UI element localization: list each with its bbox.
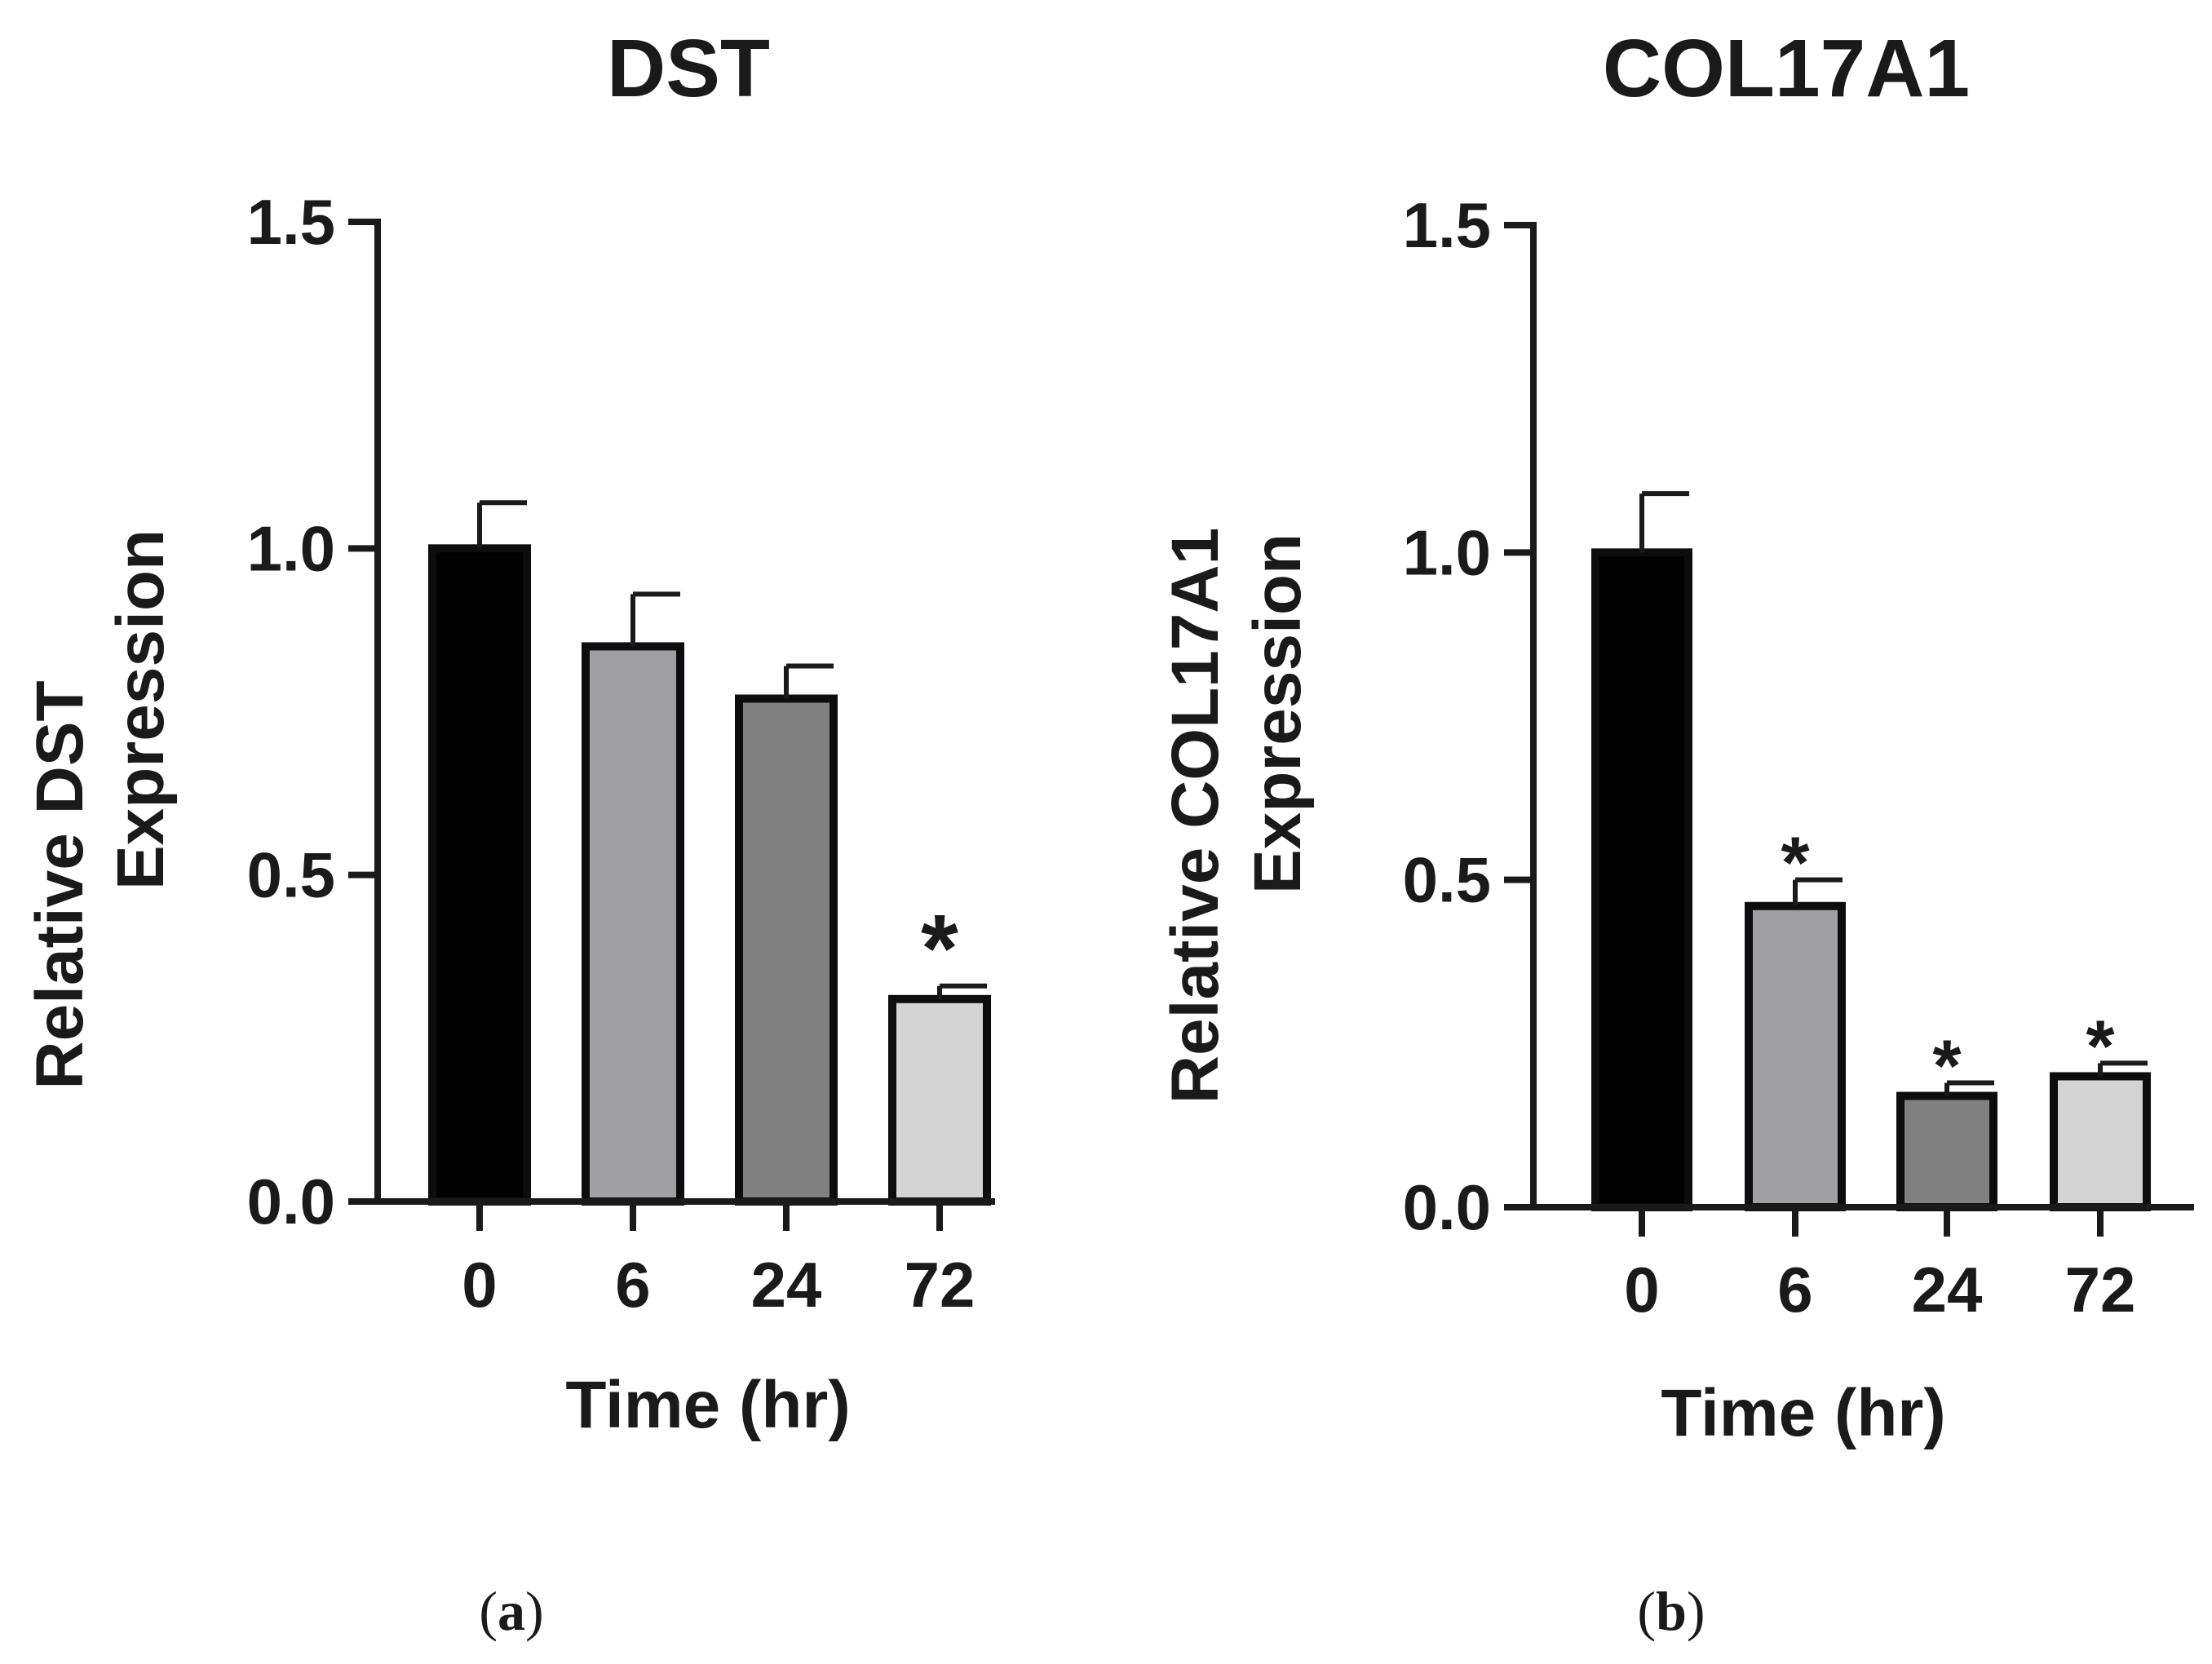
chart-b-xtick-label: 0 <box>1624 1254 1659 1325</box>
chart-b-bar-0 <box>1591 548 1692 1211</box>
chart-b-x-ticks: 0 6 24 72 <box>1624 1207 2135 1325</box>
chart-b-ytick-label: 0.0 <box>1403 1171 1491 1243</box>
chart-a-ytick-label: 0.5 <box>247 839 335 911</box>
chart-b-col17a1: COL17A1 Relative COL17A1 Expression 0.00… <box>1158 23 2194 1642</box>
chart-a-xtick-label: 0 <box>462 1249 497 1321</box>
chart-a-ytick-label: 1.0 <box>247 512 335 584</box>
chart-a-bars <box>428 544 991 1206</box>
chart-a-xtick-label: 24 <box>751 1249 822 1321</box>
chart-b-bar-72 <box>2050 1072 2151 1212</box>
chart-b-bar-24 <box>1896 1091 1997 1211</box>
chart-a-bar-6 <box>582 642 684 1206</box>
chart-b-title: COL17A1 <box>1603 23 1970 114</box>
chart-a-ylabel: Relative DST Expression <box>23 529 178 1090</box>
chart-a-y-ticks: 0.0 0.5 1.0 1.5 <box>247 186 378 1237</box>
chart-b-ytick-label: 1.0 <box>1403 516 1491 588</box>
chart-a-significance-star: * <box>921 895 958 1002</box>
chart-b-significance: * * * <box>1781 823 2114 1108</box>
chart-b-xtick-label: 24 <box>1912 1254 1983 1325</box>
chart-a-significance: * <box>921 895 958 1002</box>
chart-a-title: DST <box>607 23 770 114</box>
chart-a-bar-0 <box>428 544 531 1206</box>
chart-b-ylabel-line1: Relative COL17A1 <box>1158 528 1232 1104</box>
chart-b-significance-star: * <box>1932 1025 1961 1107</box>
chart-b-ytick-label: 1.5 <box>1403 189 1491 261</box>
chart-a-ytick-label: 0.0 <box>247 1166 335 1237</box>
chart-b-xlabel: Time (hr) <box>1661 1376 1945 1450</box>
chart-b-ylabel: Relative COL17A1 Expression <box>1158 528 1315 1104</box>
chart-a-xtick-label: 6 <box>615 1249 650 1321</box>
chart-a-bar-24 <box>735 694 838 1206</box>
chart-a-ytick-label: 1.5 <box>247 186 335 258</box>
chart-a-ylabel-line1: Relative DST <box>23 680 97 1089</box>
chart-a-bar-72 <box>888 994 991 1206</box>
chart-b-significance-star: * <box>2086 1006 2114 1087</box>
chart-a-error-bars <box>477 500 987 999</box>
chart-a-dst: DST Relative DST Expression 0.0 0.5 1.0 1.5… <box>23 23 995 1642</box>
chart-b-bars <box>1591 548 2151 1212</box>
chart-b-significance-star: * <box>1781 823 1809 905</box>
chart-a-xlabel: Time (hr) <box>565 1368 850 1442</box>
chart-a-panel-label: (a) <box>479 1580 543 1642</box>
chart-b-ylabel-line2: Expression <box>1241 533 1315 894</box>
chart-b-error-bars <box>1639 491 2148 1096</box>
chart-b-panel-label: (b) <box>1637 1580 1705 1642</box>
chart-a-ylabel-line2: Expression <box>104 529 178 890</box>
chart-b-ytick-label: 0.5 <box>1403 844 1491 916</box>
chart-a-xtick-label: 72 <box>905 1249 975 1321</box>
chart-a-x-ticks: 0 6 24 72 <box>462 1202 975 1321</box>
chart-b-y-ticks: 0.0 0.5 1.0 1.5 <box>1403 189 1533 1243</box>
chart-b-bar-6 <box>1745 901 1846 1211</box>
chart-b-xtick-label: 6 <box>1777 1254 1812 1325</box>
chart-b-xtick-label: 72 <box>2065 1254 2136 1325</box>
